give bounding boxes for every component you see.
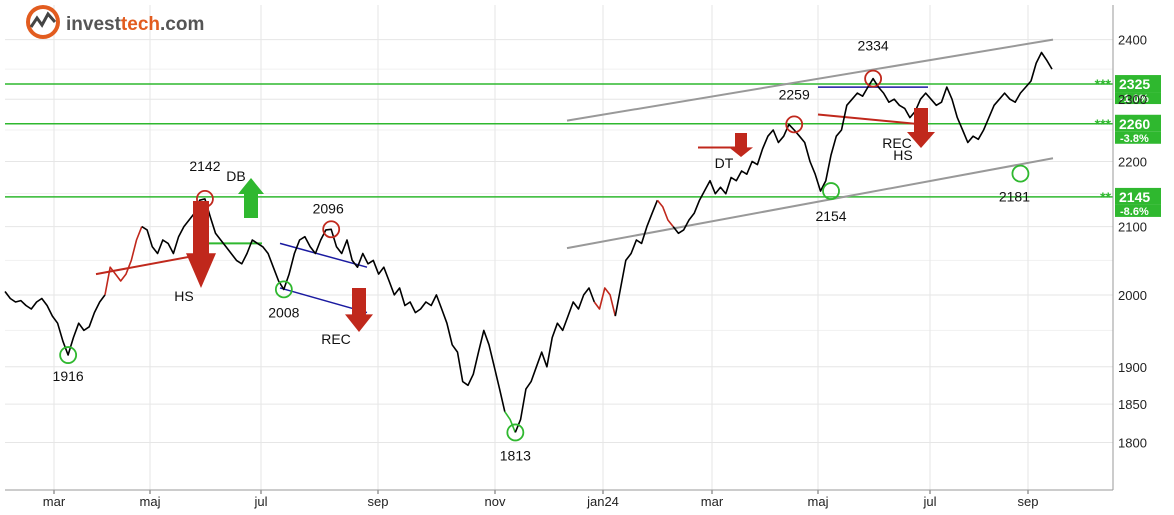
x-tick-label: sep xyxy=(368,494,389,509)
y-tick-label: 2100 xyxy=(1118,220,1147,235)
logo-chart-icon xyxy=(29,11,57,28)
top-marker xyxy=(785,115,804,134)
bottom-marker xyxy=(274,280,293,299)
extreme-value-label: 2154 xyxy=(815,208,846,224)
extreme-value-label: 1813 xyxy=(500,447,531,463)
support-resistance-levels: *** 2325-1.0% *** 2260-3.8% ** 2145-8.6% xyxy=(5,75,1161,218)
logo: investtech.com xyxy=(26,5,204,39)
extreme-value-label: 2008 xyxy=(268,304,299,320)
extreme-value-label: 2096 xyxy=(313,200,344,216)
bottom-marker xyxy=(59,346,78,364)
extreme-value-label: 2181 xyxy=(999,189,1030,205)
x-tick-label: jul xyxy=(253,494,267,509)
y-tick-label: 2300 xyxy=(1118,92,1147,107)
pattern-label: REC xyxy=(882,135,912,151)
price-segment xyxy=(672,51,1053,235)
logo-text: investtech.com xyxy=(66,14,204,35)
level-pct-label: -8.6% xyxy=(1120,206,1149,218)
pattern-label: DT xyxy=(715,155,734,171)
annotation-labels: 1916 2142 2008 2096 1813 2259 2154 2334 2181 HS DB… xyxy=(53,38,1031,464)
x-tick-label: jul xyxy=(922,494,936,509)
top-marker xyxy=(322,220,341,239)
level-value-label: 2325 xyxy=(1119,76,1150,92)
price-segment xyxy=(141,198,506,412)
level-badge xyxy=(1115,114,1161,132)
pattern-label: HS xyxy=(174,288,193,304)
level-pct-label: -3.8% xyxy=(1120,133,1149,145)
x-tick-label: sep xyxy=(1018,494,1039,509)
level-stars: ** xyxy=(1100,189,1111,205)
sell-arrow-rec-2 xyxy=(907,108,935,148)
signal-arrows xyxy=(186,108,935,332)
extreme-value-label: 2334 xyxy=(858,38,889,54)
level-pct-badge xyxy=(1115,131,1161,144)
channel-upper xyxy=(566,38,1054,122)
top-marker xyxy=(864,69,883,88)
level-pct-badge xyxy=(1115,204,1161,217)
buy-arrow-db xyxy=(238,178,264,218)
extreme-value-label: 2259 xyxy=(779,86,810,102)
level-pct-badge xyxy=(1115,92,1161,105)
level-badge xyxy=(1115,187,1161,205)
price-segment xyxy=(104,226,143,296)
price-segment xyxy=(593,287,617,317)
sell-arrow-hs-1 xyxy=(186,201,216,288)
x-tick-label: jan24 xyxy=(586,494,619,509)
pattern-label: DB xyxy=(226,168,245,184)
y-tick-label: 2000 xyxy=(1118,288,1147,303)
logo-text-tech: tech xyxy=(121,14,160,35)
price-segment xyxy=(4,291,106,356)
extreme-value-label: 2142 xyxy=(189,158,220,174)
sell-arrow-dt xyxy=(729,133,753,157)
y-tick-label: 2200 xyxy=(1118,154,1147,169)
extreme-value-label: 1916 xyxy=(53,368,84,384)
bottom-marker xyxy=(1011,164,1030,183)
y-tick-label: 1800 xyxy=(1118,436,1147,451)
price-segment xyxy=(504,411,517,433)
level-value-label: 2145 xyxy=(1119,189,1150,205)
price-line xyxy=(4,51,1053,433)
price-segment xyxy=(614,199,659,317)
hs-neckline-2 xyxy=(817,113,929,127)
level-pct-label: -1.0% xyxy=(1120,93,1149,105)
logo-text-domain: .com xyxy=(160,14,204,35)
rec-upper-1 xyxy=(279,242,368,268)
y-tick-label: 1900 xyxy=(1118,360,1147,375)
level-value-label: 2260 xyxy=(1119,116,1150,132)
y-tick-label: 2400 xyxy=(1118,33,1147,48)
level-stars: *** xyxy=(1095,76,1112,92)
pattern-label: REC xyxy=(321,331,351,347)
trend-channel xyxy=(566,38,1054,250)
pattern-label: HS xyxy=(893,147,912,163)
axes: 1800 1850 1900 2000 2100 2200 2300 2400 mar maj ju… xyxy=(5,5,1147,509)
x-tick-label: mar xyxy=(43,494,66,509)
price-segment xyxy=(656,199,674,228)
logo-text-invest: invest xyxy=(66,14,122,35)
sell-arrow-rec-1 xyxy=(345,288,373,332)
level-badge xyxy=(1115,75,1161,93)
x-tick-label: nov xyxy=(485,494,506,509)
x-tick-label: maj xyxy=(808,494,829,509)
bottom-marker xyxy=(822,182,840,200)
bottom-marker xyxy=(506,423,525,442)
price-segment xyxy=(514,287,596,433)
x-tick-label: mar xyxy=(701,494,724,509)
level-stars: *** xyxy=(1095,116,1112,132)
channel-lower xyxy=(566,157,1054,250)
x-tick-label: maj xyxy=(140,494,161,509)
y-tick-label: 1850 xyxy=(1118,397,1147,412)
grid xyxy=(5,5,1113,490)
